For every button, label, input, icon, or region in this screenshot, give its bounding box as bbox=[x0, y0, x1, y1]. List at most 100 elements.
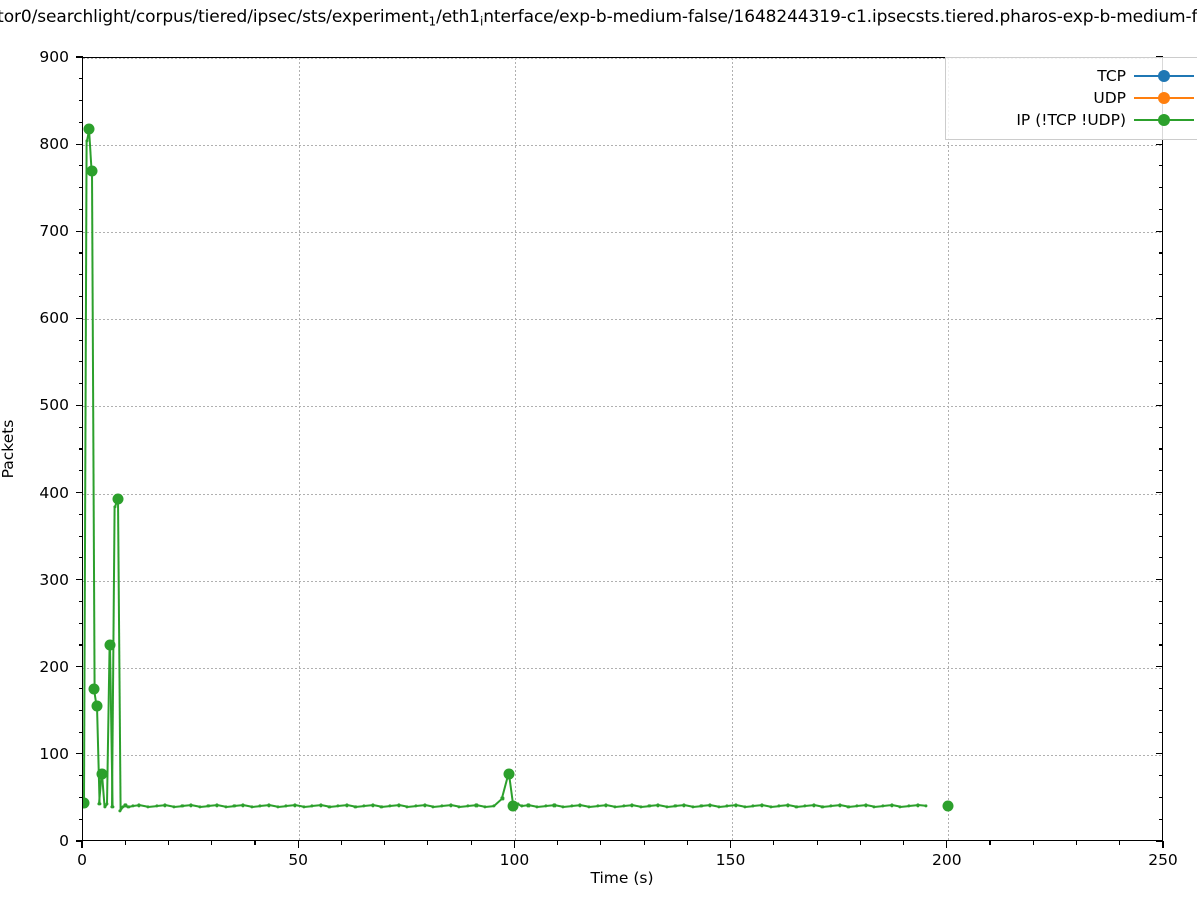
x-axis-minor-tick bbox=[340, 841, 342, 845]
chart-title-subscript-1: 1 bbox=[428, 14, 437, 29]
chart-title-part-1: nt/stor0/searchlight/corpus/tiered/ipsec… bbox=[0, 7, 429, 27]
data-point bbox=[154, 804, 159, 808]
data-point bbox=[708, 840, 711, 841]
x-axis-tick-label: 150 bbox=[715, 851, 746, 869]
y-axis-tick-label: 200 bbox=[39, 657, 69, 676]
y-axis-tick-right bbox=[1156, 230, 1163, 232]
data-point bbox=[492, 804, 496, 808]
data-point bbox=[864, 840, 867, 841]
data-point-marker bbox=[112, 493, 124, 505]
y-axis-minor-tick bbox=[79, 383, 83, 385]
y-axis-tick-right bbox=[1156, 666, 1163, 668]
data-point bbox=[121, 805, 125, 809]
y-axis-minor-tick bbox=[79, 339, 83, 341]
data-point bbox=[336, 804, 340, 808]
legend-swatch bbox=[1134, 90, 1194, 106]
data-point bbox=[898, 805, 902, 809]
y-axis-minor-tick bbox=[79, 644, 83, 646]
data-point bbox=[107, 840, 110, 841]
x-axis-tick bbox=[730, 841, 732, 848]
x-axis-minor-tick bbox=[211, 841, 213, 845]
data-line-segment bbox=[116, 498, 122, 811]
x-axis-tick bbox=[1162, 841, 1164, 848]
data-point bbox=[440, 804, 444, 808]
x-axis-tick bbox=[81, 841, 83, 848]
legend-item-udp[interactable]: UDP bbox=[956, 87, 1194, 109]
data-point bbox=[258, 804, 262, 808]
legend-circle-icon bbox=[1158, 92, 1170, 104]
y-axis-tick-label: 300 bbox=[39, 570, 69, 589]
data-point bbox=[540, 840, 543, 841]
y-axis-tick-label: 700 bbox=[39, 222, 69, 241]
x-axis-minor-tick bbox=[600, 841, 602, 845]
data-point bbox=[449, 840, 452, 841]
y-axis-minor-tick-right bbox=[1159, 383, 1163, 385]
x-axis-minor-tick bbox=[1119, 841, 1121, 845]
y-axis-minor-tick-right bbox=[1159, 535, 1163, 537]
data-point bbox=[358, 840, 361, 841]
data-point bbox=[397, 803, 401, 807]
legend-item-label: IP (!TCP !UDP) bbox=[1016, 111, 1126, 129]
data-point bbox=[794, 805, 799, 809]
data-point bbox=[916, 840, 919, 841]
legend-item-ip-tcp-udp[interactable]: IP (!TCP !UDP) bbox=[956, 109, 1194, 131]
data-point bbox=[189, 803, 193, 807]
data-point bbox=[284, 804, 288, 808]
data-point bbox=[566, 840, 569, 841]
data-point bbox=[431, 805, 435, 809]
data-point bbox=[777, 804, 781, 808]
data-point bbox=[475, 840, 478, 841]
y-axis-tick-right bbox=[1156, 492, 1163, 494]
x-axis-minor-tick bbox=[816, 841, 818, 845]
y-axis-minor-tick-right bbox=[1159, 513, 1163, 515]
data-point bbox=[474, 803, 479, 807]
x-axis-minor-tick bbox=[427, 841, 429, 845]
y-axis-tick bbox=[76, 143, 83, 145]
y-axis-tick-label: 400 bbox=[39, 483, 69, 502]
x-axis-minor-tick bbox=[643, 841, 645, 845]
data-point bbox=[345, 840, 348, 841]
data-point bbox=[466, 804, 470, 808]
data-point bbox=[280, 840, 283, 841]
data-point bbox=[436, 840, 439, 841]
x-axis-minor-tick bbox=[124, 841, 126, 845]
data-point-marker bbox=[88, 683, 100, 695]
y-axis-minor-tick-right bbox=[1159, 796, 1163, 798]
data-point bbox=[105, 802, 109, 806]
y-axis-minor-tick bbox=[79, 731, 83, 733]
x-axis-tick-label: 0 bbox=[77, 851, 87, 869]
data-point bbox=[379, 805, 383, 809]
data-point bbox=[97, 802, 102, 806]
y-axis-tick-label: 800 bbox=[39, 135, 69, 154]
y-axis-minor-tick-right bbox=[1159, 731, 1163, 733]
legend-item-tcp[interactable]: TCP bbox=[956, 65, 1194, 87]
y-axis-minor-tick bbox=[79, 361, 83, 363]
y-axis-minor-tick-right bbox=[1159, 709, 1163, 711]
data-point bbox=[618, 840, 621, 841]
y-axis-minor-tick-right bbox=[1159, 208, 1163, 210]
data-point bbox=[180, 804, 185, 808]
data-point bbox=[423, 840, 426, 841]
data-point bbox=[630, 803, 634, 807]
y-axis-tick bbox=[76, 492, 83, 494]
y-axis-minor-tick-right bbox=[1159, 296, 1163, 298]
chart-title-part-3: nterface/exp-b-medium-false/1648244319-c… bbox=[483, 7, 1197, 27]
data-point bbox=[639, 805, 643, 809]
data-point bbox=[137, 803, 141, 807]
data-point bbox=[410, 840, 413, 841]
data-point bbox=[669, 840, 672, 841]
y-axis-minor-tick-right bbox=[1159, 470, 1163, 472]
y-axis-minor-tick bbox=[79, 100, 83, 102]
data-line-segment bbox=[90, 171, 96, 689]
data-point bbox=[126, 805, 130, 809]
y-axis-minor-tick bbox=[79, 600, 83, 602]
data-point-marker bbox=[96, 768, 108, 780]
y-axis-tick bbox=[76, 404, 83, 406]
data-point bbox=[552, 803, 556, 807]
data-point bbox=[786, 803, 790, 807]
y-axis-tick-right bbox=[1156, 143, 1163, 145]
legend: TCP UDP IP (!TCP !UDP) bbox=[945, 57, 1197, 140]
data-point bbox=[293, 840, 296, 841]
data-point bbox=[423, 803, 427, 807]
data-point bbox=[786, 840, 789, 841]
